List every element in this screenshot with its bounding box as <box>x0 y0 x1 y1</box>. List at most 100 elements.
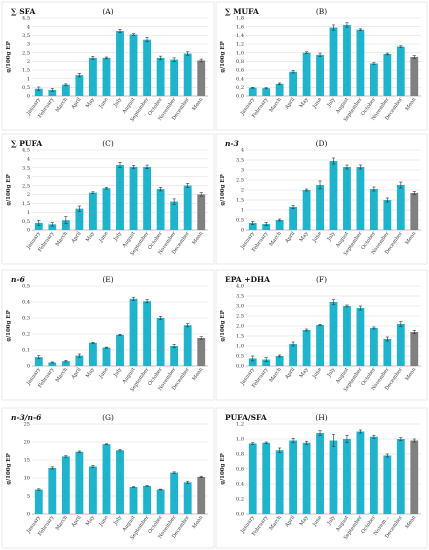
bar-april <box>289 440 298 514</box>
y-tick-label: 3 <box>241 168 244 174</box>
panel-title: ∑ SFA <box>11 7 36 16</box>
y-tick-label: 0,2 <box>236 85 244 91</box>
y-axis-label: g/100g EP <box>220 453 226 484</box>
y-tick-label: 1 <box>27 210 30 216</box>
bar-august <box>343 439 351 514</box>
y-tick-label: 0,5 <box>22 284 30 290</box>
y-tick-label: 2 <box>27 59 30 65</box>
y-tick-label: 0 <box>241 228 244 234</box>
y-tick-label: 0,0 <box>236 364 244 370</box>
y-tick-label: 10 <box>24 476 30 482</box>
y-tick-label: 2,5 <box>22 183 30 189</box>
bar-october <box>156 318 165 366</box>
bar-february <box>48 467 57 514</box>
x-tick-label: Mean <box>404 514 418 530</box>
x-tick-label: July <box>326 515 337 527</box>
y-tick-label: 0,5 <box>22 219 30 225</box>
x-tick-label: March <box>268 96 283 114</box>
x-tick-label: April <box>284 514 297 529</box>
y-tick-label: 1,4 <box>236 33 244 39</box>
bar-may <box>88 342 97 366</box>
bar-august <box>129 166 138 230</box>
bar-august <box>343 24 351 96</box>
y-tick-label: 1,0 <box>236 344 244 350</box>
bar-february <box>262 88 271 96</box>
bar-december <box>183 185 192 230</box>
panel-frame <box>215 269 428 401</box>
bar-novem <box>383 455 392 514</box>
y-tick-label: 5 <box>27 494 30 500</box>
bar-october <box>156 189 165 230</box>
x-tick-label: June <box>311 97 323 111</box>
y-tick-label: 0,4 <box>22 300 30 306</box>
chart-panel-f: 0,0 0,5 1,0 1,5 2,0 2,5 3,0 3,5 4,0 g/100g EP EPA … <box>215 269 428 401</box>
panel-title: n-3 <box>225 139 239 148</box>
bar-february <box>48 224 57 230</box>
bar-july <box>329 440 338 514</box>
x-tick-label: June <box>98 367 110 381</box>
bar-january <box>248 443 257 514</box>
x-tick-label: May <box>85 231 96 244</box>
chart-panel-e: 00,10,20,30,40,5g/100g EPn-6 (E)JanuaryFe… <box>1 269 215 401</box>
y-tick-label: 1,2 <box>236 42 244 48</box>
x-tick-label: May <box>299 231 310 244</box>
bar-june <box>102 347 111 366</box>
bar-july <box>329 161 338 230</box>
bar-mean <box>410 57 419 96</box>
bar-june <box>316 433 324 514</box>
bar-october <box>156 57 165 96</box>
bar-april <box>75 75 84 96</box>
bar-october <box>369 189 378 230</box>
panel-frame <box>1 1 215 131</box>
y-tick-label: 2 <box>241 188 244 194</box>
bar-september <box>356 167 365 230</box>
chart-panel-a: 00,511,522,533,544,5g/100g EP∑ SFA (A)Jan… <box>1 1 215 131</box>
bar-march <box>275 83 284 96</box>
panel-frame <box>215 133 428 265</box>
x-tick-label: March <box>55 230 70 248</box>
y-tick-label: 0,5 <box>236 354 244 360</box>
y-tick-label: 2 <box>27 192 30 198</box>
bar-december <box>183 325 192 366</box>
bar-april <box>289 207 298 230</box>
bar-july <box>116 31 124 96</box>
panel-letter: (E) <box>102 275 113 284</box>
y-tick-label: 0,8 <box>236 59 244 65</box>
y-tick-label: 0,2 <box>22 332 30 338</box>
bar-july <box>116 334 124 366</box>
chart-panel-c: 00,511,522,533,544,5g/100g EP∑ PUFA (C)Ja… <box>1 133 215 265</box>
bar-may <box>88 57 97 96</box>
bar-november <box>170 201 179 230</box>
bar-august <box>343 306 351 366</box>
y-tick-label: 0,8 <box>236 452 244 458</box>
x-tick-label: June <box>98 231 110 245</box>
y-tick-label: 1,0 <box>236 437 244 443</box>
bar-november <box>170 472 179 514</box>
bar-november <box>170 346 179 366</box>
bar-march <box>61 456 70 514</box>
x-tick-label: Mean <box>404 230 418 246</box>
bar-september <box>143 39 152 96</box>
y-tick-label: 0,4 <box>236 482 244 488</box>
bar-may <box>302 190 311 230</box>
y-tick-label: 0 <box>27 364 30 370</box>
y-tick-label: 2,5 <box>236 314 244 320</box>
bar-may <box>302 442 311 514</box>
bar-march <box>61 84 70 96</box>
x-tick-label: April <box>70 96 83 111</box>
bar-august <box>129 298 138 366</box>
panel-letter: (A) <box>102 7 113 16</box>
x-tick-label: June <box>311 231 323 245</box>
x-tick-label: July <box>326 97 337 109</box>
chart-panel-b: 0,0 0,2 0,4 0,6 0,8 1,0 1,2 1,4 1,6 1,8 g/100g EP ∑… <box>215 1 428 131</box>
panel-letter: (F) <box>316 275 327 284</box>
x-tick-label: June <box>98 515 110 529</box>
bar-november <box>383 339 392 366</box>
y-tick-label: 0,2 <box>236 497 244 503</box>
y-axis-label: g/100g EP <box>6 453 12 484</box>
bar-october <box>156 489 165 514</box>
x-tick-label: April <box>70 366 83 381</box>
panel-title: n-6 <box>11 275 26 284</box>
y-tick-label: 4 <box>27 24 30 30</box>
